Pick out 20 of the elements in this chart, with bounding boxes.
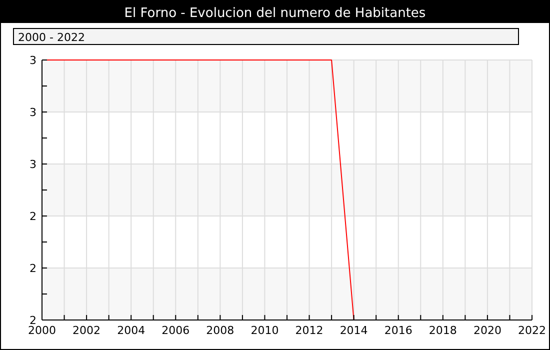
y-tick-label: 3 xyxy=(30,158,36,171)
y-tick-label: 2 xyxy=(30,314,36,327)
x-tick-label: 2016 xyxy=(384,324,412,337)
x-tick-label: 2018 xyxy=(428,324,457,337)
chart-title: El Forno - Evolucion del numero de Habitantes xyxy=(124,6,426,21)
x-tick-label: 2012 xyxy=(295,324,324,337)
x-tick-label: 2022 xyxy=(518,324,546,337)
x-tick-label: 2004 xyxy=(117,324,146,337)
y-tick-label: 2 xyxy=(30,210,36,223)
y-tick-label: 3 xyxy=(30,106,36,119)
text: 2000 - 2022 xyxy=(18,31,85,44)
y-tick-label: 2 xyxy=(30,262,36,275)
y-tick-label: 3 xyxy=(30,54,36,67)
x-tick-label: 2000 xyxy=(28,324,56,337)
x-tick-label: 2010 xyxy=(250,324,279,337)
x-tick-label: 2008 xyxy=(206,324,234,337)
x-tick-label: 2014 xyxy=(340,324,368,337)
x-tick-label: 2006 xyxy=(162,324,190,337)
x-tick-label: 2020 xyxy=(473,324,502,337)
x-tick-label: 2002 xyxy=(72,324,101,337)
